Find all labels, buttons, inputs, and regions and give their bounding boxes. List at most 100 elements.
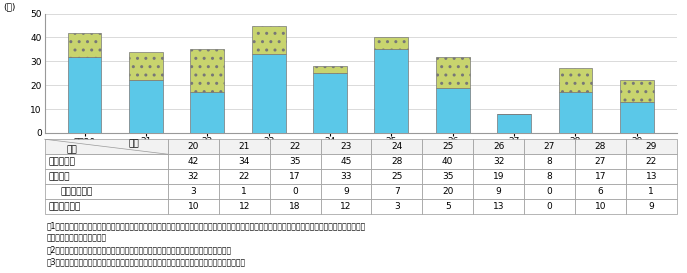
Bar (626, 199, 677, 214)
Bar (423, 139, 473, 154)
Bar (218, 169, 270, 184)
Text: 28: 28 (595, 142, 606, 151)
Bar (372, 169, 423, 184)
Text: 40: 40 (442, 157, 453, 166)
Bar (372, 199, 423, 214)
Text: 42: 42 (188, 157, 199, 166)
Bar (168, 169, 218, 184)
Text: 17: 17 (289, 172, 301, 181)
Text: 2：「対立抗争」の欄は、対立抗争事件に起因するとみられる銃器発砂事件数を示す。: 2：「対立抗争」の欄は、対立抗争事件に起因するとみられる銃器発砂事件数を示す。 (47, 245, 232, 254)
Text: 25: 25 (391, 172, 403, 181)
Text: 33: 33 (340, 172, 352, 181)
Bar (67, 57, 102, 133)
Text: 暴力団等: 暴力団等 (49, 172, 70, 181)
Bar (218, 199, 270, 214)
Text: 0: 0 (292, 187, 298, 196)
Bar (67, 33, 102, 57)
Text: 区分: 区分 (67, 146, 77, 155)
Text: 45: 45 (340, 157, 352, 166)
Bar (620, 81, 654, 102)
Bar (45, 199, 168, 214)
Bar (321, 199, 372, 214)
Text: 9: 9 (343, 187, 349, 196)
Bar (473, 184, 524, 199)
Text: 6: 6 (598, 187, 603, 196)
Bar (524, 169, 575, 184)
Text: 9: 9 (649, 202, 654, 211)
Bar (168, 154, 218, 169)
Text: 注1：「暴力団等」の欄は、暴力団等によるとみられる銃器発砂事件数を示し、暴力団構成員等による銃器発砂事件数及び暴力団の関与がうかがわれる銃: 注1：「暴力団等」の欄は、暴力団等によるとみられる銃器発砂事件数を示し、暴力団構… (47, 221, 365, 230)
Bar (251, 26, 286, 54)
Bar (313, 73, 347, 133)
Text: (件): (件) (3, 2, 16, 11)
Text: 13: 13 (646, 172, 657, 181)
Text: 8: 8 (547, 157, 552, 166)
Bar (524, 139, 575, 154)
Bar (620, 102, 654, 133)
Bar (168, 199, 218, 214)
Bar (575, 169, 626, 184)
Bar (218, 154, 270, 169)
Text: 22: 22 (289, 142, 301, 151)
Bar (423, 169, 473, 184)
Bar (524, 154, 575, 169)
Bar (436, 88, 470, 133)
Bar (374, 49, 408, 133)
Text: 35: 35 (442, 172, 453, 181)
Bar (473, 199, 524, 214)
Bar (626, 184, 677, 199)
Text: 27: 27 (595, 157, 606, 166)
Bar (321, 169, 372, 184)
Bar (524, 184, 575, 199)
Bar (559, 69, 592, 92)
Text: 17: 17 (595, 172, 606, 181)
Text: 8: 8 (547, 172, 552, 181)
Text: 26: 26 (493, 142, 504, 151)
Bar (190, 92, 224, 133)
Text: 7: 7 (394, 187, 400, 196)
Bar (129, 52, 163, 81)
Bar (436, 57, 470, 88)
Bar (321, 184, 372, 199)
Bar (270, 184, 321, 199)
Text: 35: 35 (289, 157, 301, 166)
Text: 29: 29 (646, 142, 657, 151)
Text: 20: 20 (442, 187, 453, 196)
Text: 10: 10 (188, 202, 199, 211)
Text: 3：「その他・不明」の欄は、暴力団等によるとみられるもの以外の銃器発砂事件数を示す。: 3：「その他・不明」の欄は、暴力団等によるとみられるもの以外の銃器発砂事件数を示… (47, 257, 246, 266)
Bar (313, 66, 347, 73)
Text: 20: 20 (188, 142, 199, 151)
Bar (626, 154, 677, 169)
Text: その他・不明: その他・不明 (49, 202, 80, 211)
Bar (372, 154, 423, 169)
Bar (626, 169, 677, 184)
Text: 18: 18 (289, 202, 301, 211)
Bar (575, 184, 626, 199)
Bar (270, 154, 321, 169)
Text: 34: 34 (238, 157, 250, 166)
Text: 27: 27 (544, 142, 555, 151)
Bar (251, 54, 286, 133)
Bar (321, 139, 372, 154)
Text: 10: 10 (595, 202, 606, 211)
Bar (270, 199, 321, 214)
Text: 25: 25 (442, 142, 453, 151)
Text: 23: 23 (340, 142, 352, 151)
Bar (497, 114, 531, 133)
Text: 21: 21 (238, 142, 250, 151)
Text: 19: 19 (493, 172, 504, 181)
Bar (473, 139, 524, 154)
Text: 3: 3 (190, 187, 196, 196)
Bar (626, 139, 677, 154)
Bar (45, 139, 168, 154)
Bar (372, 139, 423, 154)
Text: 1: 1 (649, 187, 654, 196)
Text: 1: 1 (241, 187, 247, 196)
Bar (218, 184, 270, 199)
Text: 器発砂事件数を含む。: 器発砂事件数を含む。 (47, 233, 106, 242)
Bar (575, 199, 626, 214)
Bar (218, 139, 270, 154)
Text: 13: 13 (493, 202, 504, 211)
Bar (45, 169, 168, 184)
Text: 0: 0 (547, 202, 552, 211)
